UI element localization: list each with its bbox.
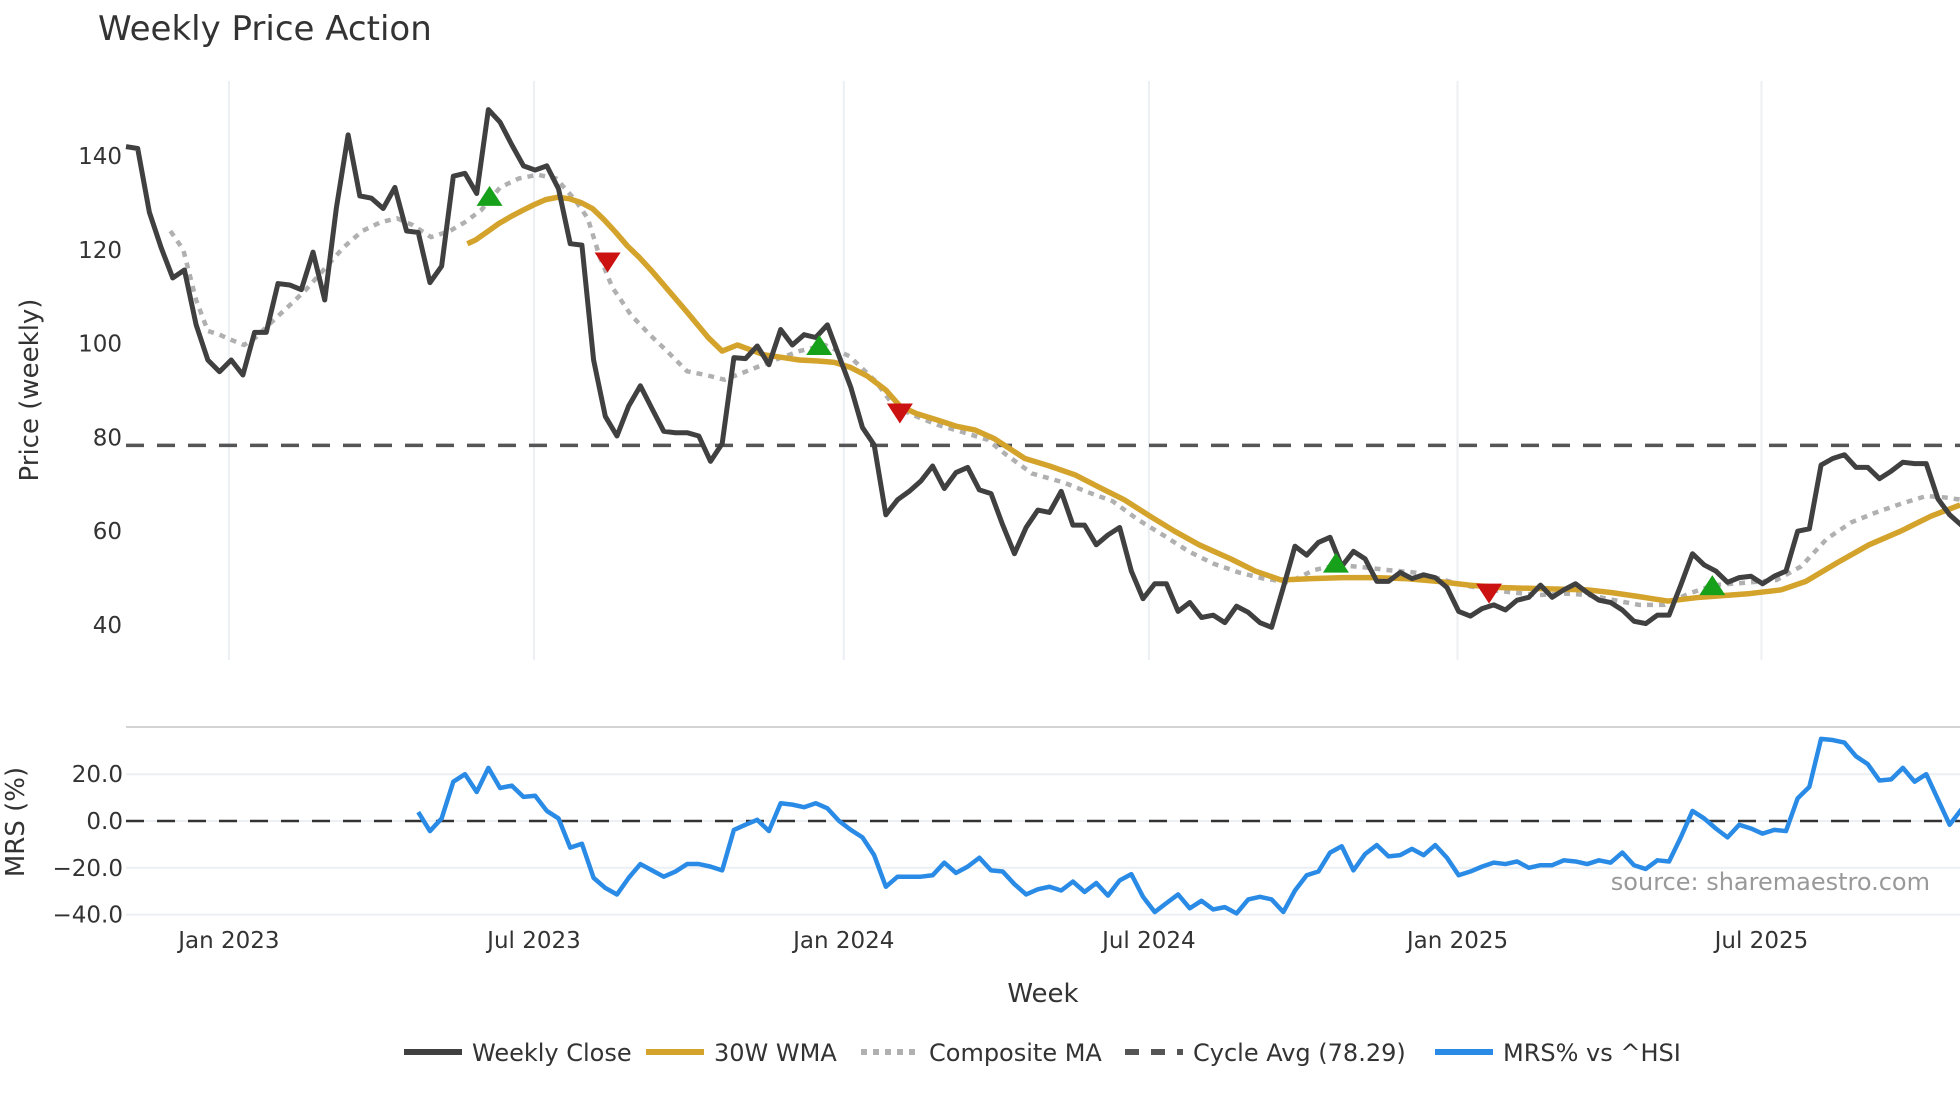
price-y-ticks: 40 60 80 100 120 140 <box>78 144 122 639</box>
legend-item[interactable]: 30W WMA <box>646 1039 837 1067</box>
legend-label: 30W WMA <box>714 1039 837 1067</box>
x-tick-label: Jan 2023 <box>176 928 279 954</box>
legend-item[interactable]: Composite MA <box>861 1039 1102 1067</box>
mrs-y-ticks: −40.0 −20.0 0.0 20.0 <box>53 762 123 928</box>
composite-ma-line <box>168 172 1960 608</box>
x-axis-ticks: Jan 2023 Jul 2023 Jan 2024 Jul 2024 Jan 2025… <box>176 928 1808 954</box>
price-tick-label: 80 <box>93 425 122 451</box>
price-panel-series <box>125 107 1960 630</box>
mrs-tick-label: 20.0 <box>72 762 123 788</box>
sell-signal-icon <box>1476 583 1503 604</box>
legend-label: Weekly Close <box>472 1039 632 1067</box>
mrs-tick-label: −40.0 <box>53 903 123 929</box>
x-tick-label: Jan 2024 <box>791 928 894 954</box>
sell-signal-icon <box>886 403 913 424</box>
price-y-axis-title: Price (weekly) <box>15 299 45 482</box>
x-tick-label: Jul 2024 <box>1100 928 1196 954</box>
chart-title: Weekly Price Action <box>98 9 432 49</box>
legend-label: Cycle Avg (78.29) <box>1193 1039 1406 1067</box>
buy-signal-icon <box>476 185 503 206</box>
buy-signal-icon <box>806 335 833 356</box>
price-tick-label: 140 <box>78 144 122 170</box>
x-tick-label: Jul 2023 <box>485 928 581 954</box>
buy-signal-icon <box>1699 575 1726 596</box>
30w-wma-line <box>466 194 1960 604</box>
price-tick-label: 40 <box>93 613 122 639</box>
price-tick-label: 120 <box>78 238 122 264</box>
x-tick-label: Jan 2025 <box>1405 928 1508 954</box>
mrs-tick-label: 0.0 <box>86 809 123 835</box>
x-tick-label: Jul 2025 <box>1713 928 1809 954</box>
x-axis-title: Week <box>1007 979 1078 1009</box>
weekly-close-line <box>125 107 1960 630</box>
mrs-y-axis-title: MRS (%) <box>1 767 31 877</box>
signal-markers <box>476 185 1726 604</box>
legend-label: MRS% vs ^HSI <box>1503 1039 1681 1067</box>
legend-label: Composite MA <box>929 1039 1102 1067</box>
legend-item[interactable]: MRS% vs ^HSI <box>1435 1039 1681 1067</box>
mrs-panel-series <box>126 736 1960 916</box>
buy-signal-icon <box>1322 552 1349 573</box>
legend: Weekly Close 30W WMA Composite MA Cycle Avg… <box>404 1039 1681 1067</box>
legend-item[interactable]: Weekly Close <box>404 1039 632 1067</box>
mrs-tick-label: −20.0 <box>53 856 123 882</box>
mrs-line <box>416 736 1960 916</box>
vertical-gridlines <box>227 81 1763 660</box>
sell-signal-icon <box>594 252 621 273</box>
source-annotation: source: sharemaestro.com <box>1611 868 1930 896</box>
legend-item[interactable]: Cycle Avg (78.29) <box>1125 1039 1406 1067</box>
price-tick-label: 100 <box>78 332 122 358</box>
price-tick-label: 60 <box>93 519 122 545</box>
